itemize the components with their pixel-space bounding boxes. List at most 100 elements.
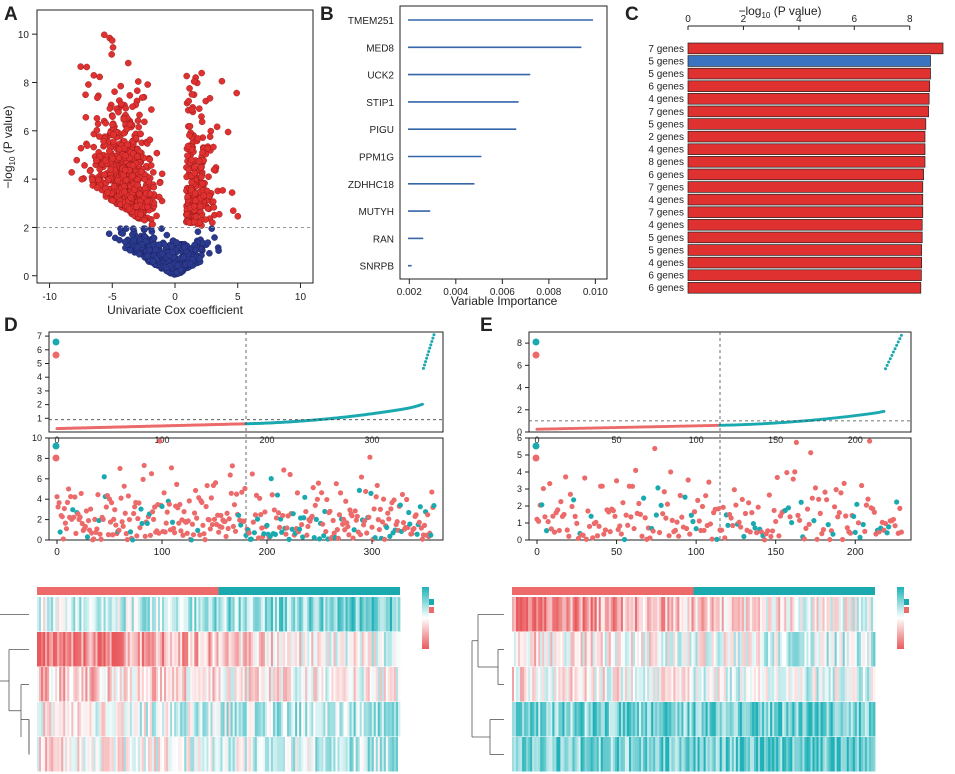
risk-y-tick-label: 6: [517, 360, 522, 370]
volcano-point-sig: [114, 176, 122, 184]
volcano-point-sig: [121, 188, 128, 196]
combo-bar: [687, 67, 931, 80]
risk-x-tick-label: 200: [848, 435, 863, 445]
survival-point-alive: [312, 502, 318, 508]
survival-point-alive: [330, 517, 336, 524]
survival-point-alive: [718, 527, 725, 533]
survival-point-alive: [746, 500, 752, 506]
survival-point-dead: [682, 494, 688, 500]
survival-point-alive: [283, 531, 289, 537]
volcano-point-sig: [184, 193, 191, 201]
importance-category-label: MED8: [366, 43, 394, 54]
survival-point-alive: [262, 509, 268, 515]
survival-point-alive: [78, 490, 84, 497]
survival-point-alive: [404, 496, 410, 503]
panel-label-e: E: [480, 315, 493, 336]
volcano-y-label: −log10 (P value): [1, 105, 17, 188]
heatmap-color-scale: [422, 587, 429, 649]
volcano-point-sig: [77, 144, 85, 152]
survival-point-alive: [366, 514, 372, 520]
survival-point-alive: [97, 531, 103, 537]
survival-y-tick-label: 0: [517, 535, 522, 545]
survival-point-alive: [118, 495, 124, 501]
survival-point-alive: [722, 535, 728, 541]
survival-point-alive: [77, 514, 83, 520]
survival-point-dead: [159, 503, 165, 509]
risk-x-tick-label: 100: [689, 435, 704, 445]
survival-point-alive: [787, 514, 793, 520]
survival-point-alive: [637, 511, 644, 517]
volcano-point-sig: [132, 134, 140, 142]
survival-point-dead: [825, 522, 831, 528]
combo-x-tick-label: 8: [907, 14, 913, 25]
volcano-point-sig: [141, 216, 148, 224]
survival-point-dead: [811, 518, 817, 524]
survival-point-dead: [144, 520, 150, 526]
survival-point-alive: [836, 510, 842, 516]
survival-point-alive: [890, 516, 897, 523]
survival-x-tick-label: 200: [259, 547, 276, 558]
volcano-point-nonsig: [181, 244, 188, 251]
survival-point-alive: [551, 529, 558, 535]
risk-y-tick-label: 3: [37, 386, 42, 396]
volcano-point-nonsig: [105, 230, 113, 238]
survival-point-alive: [193, 487, 199, 494]
survival-point-dead: [741, 533, 747, 540]
survival-point-alive: [327, 508, 333, 514]
volcano-point-sig: [90, 143, 97, 151]
heatmap-cell: [872, 737, 876, 772]
survival-point-alive: [122, 510, 128, 516]
volcano-point-sig: [198, 118, 206, 126]
volcano-point-sig: [209, 198, 217, 205]
combo-category-label: 7 genes: [648, 182, 684, 193]
risk-y-tick-label: 4: [37, 372, 42, 382]
survival-y-tick-label: 6: [37, 474, 42, 484]
survival-point-alive: [304, 532, 310, 538]
survival-point-alive: [62, 520, 68, 526]
volcano-point-sig: [115, 108, 122, 116]
survival-point-dead: [296, 526, 303, 532]
survival-point-alive: [809, 495, 815, 501]
volcano-point-sig: [105, 176, 112, 184]
survival-point-alive: [54, 494, 60, 500]
combo-category-label: 6 genes: [648, 271, 684, 282]
survival-point-dead: [372, 535, 378, 541]
volcano-point-sig: [186, 85, 193, 92]
survival-point-alive: [280, 512, 286, 519]
survival-point-dead: [851, 513, 857, 520]
survival-point-alive: [618, 531, 624, 537]
survival-point-dead: [543, 528, 550, 534]
survival-point-alive: [841, 480, 847, 486]
survival-point-dead: [101, 474, 107, 480]
volcano-point-sig: [158, 170, 166, 178]
survival-point-dead: [693, 526, 699, 532]
volcano-point-sig: [185, 97, 192, 105]
combo-bar: [687, 93, 930, 105]
volcano-point-sig: [219, 187, 226, 194]
survival-point-alive: [416, 519, 422, 525]
survival-point-dead: [302, 494, 308, 500]
survival-point-alive: [847, 530, 854, 536]
survival-point-alive: [335, 535, 341, 541]
survival-point-alive: [695, 497, 701, 503]
volcano-point-sig: [188, 106, 196, 113]
survival-point-alive: [303, 508, 309, 515]
volcano-point-sig: [117, 82, 125, 90]
volcano-point-sig: [108, 51, 115, 58]
risk-score-point: [426, 353, 430, 357]
survival-point-alive: [382, 536, 388, 542]
heatmap-row: [512, 632, 876, 667]
survival-point-alive: [230, 523, 236, 530]
survival-point-alive: [594, 533, 601, 539]
survival-point-alive: [859, 482, 865, 489]
survival-point-alive: [391, 497, 397, 503]
survival-point-alive: [607, 529, 613, 535]
survival-point-alive: [540, 485, 546, 492]
volcano-point-sig: [95, 176, 102, 184]
survival-point-alive: [123, 531, 129, 537]
volcano-point-sig: [192, 197, 199, 204]
survival-point-dead: [860, 521, 866, 528]
survival-point-alive: [583, 536, 589, 542]
survival-point-dead: [725, 522, 731, 528]
volcano-point-sig: [129, 162, 137, 169]
